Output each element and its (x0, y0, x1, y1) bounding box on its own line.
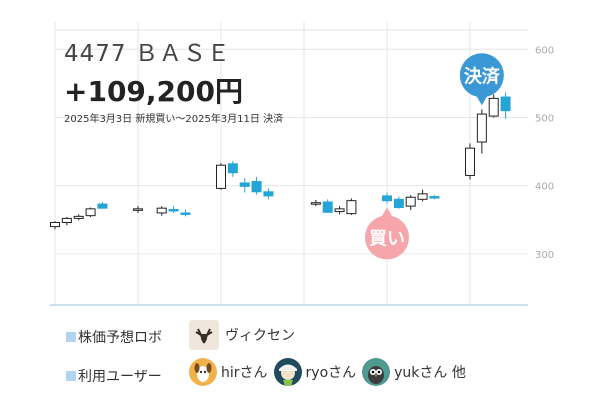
candle-body (50, 221, 60, 228)
candle-body (429, 196, 440, 199)
candle-body (156, 207, 167, 214)
deer-icon (189, 320, 219, 350)
robot-name: ヴィクセン (225, 328, 295, 344)
stock-title: 4477 ＢＡＳＥ (64, 41, 231, 67)
candlestick-chart: 300 400 500 600 02/03 02/10 02/17 02/24 03/03 03/… (41, 22, 554, 310)
robot-entry[interactable]: ヴィクセン (189, 320, 295, 350)
candle-body (346, 200, 357, 215)
candle-body (465, 147, 475, 176)
y-tick-label: 500 (535, 113, 554, 124)
candle-body (61, 217, 72, 223)
candle-body (180, 212, 191, 215)
user-name: hirさん (221, 365, 268, 381)
buy-marker-label: 買い (369, 228, 405, 249)
candle-body (97, 203, 108, 209)
legend-square-icon (66, 332, 76, 342)
user-list: hirさん ryoさん yukさん 他 (189, 358, 472, 386)
candle-body (417, 193, 428, 200)
candle-body (263, 191, 274, 197)
buy-marker-bubble (365, 215, 409, 260)
trade-period: 2025年3月3日 新規買い〜2025年3月11日 決済 (64, 114, 284, 125)
user-ryo[interactable]: ryoさん (273, 358, 357, 386)
y-tick-label: 400 (535, 182, 554, 193)
person-icon (273, 358, 302, 386)
candle-body (405, 196, 416, 207)
y-tick-label: 600 (535, 45, 554, 56)
candle-body (488, 97, 499, 117)
candle-body (85, 208, 96, 217)
candle-body (310, 202, 321, 205)
candle-body (216, 164, 226, 189)
candle-body (334, 208, 345, 213)
robot-legend: 株価予想ロボ (66, 327, 162, 347)
sell-marker-label: 決済 (464, 65, 501, 87)
candle-body (73, 215, 84, 219)
candle-body (500, 96, 511, 112)
sell-marker-bubble (459, 53, 504, 98)
candle-body (393, 198, 404, 208)
owl-icon (362, 358, 391, 386)
user-name: ryoさん (305, 365, 357, 381)
x-tick-label: 02/10 (124, 309, 153, 310)
robot-legend-label: 株価予想ロボ (78, 330, 162, 346)
users-legend: 利用ユーザー (66, 366, 162, 386)
user-hir[interactable]: hirさん (189, 358, 268, 386)
candle-body (251, 181, 262, 193)
x-tick-label: 02/03 (41, 309, 70, 310)
candle-body (133, 208, 143, 211)
candle-body (239, 182, 250, 187)
y-tick-label: 300 (535, 250, 554, 261)
x-tick-label: 03/10 (456, 309, 485, 310)
user-yuk[interactable]: yukさん 他 (362, 358, 466, 386)
candle-body (322, 201, 333, 213)
candle-body (476, 113, 487, 143)
users-legend-label: 利用ユーザー (78, 369, 162, 385)
candle-body (227, 163, 238, 174)
x-tick-label: 02/24 (290, 309, 319, 310)
candle-body (168, 209, 179, 212)
user-name: yukさん 他 (394, 365, 466, 381)
x-tick-label: 03/03 (373, 309, 402, 310)
x-tick-label: 02/17 (207, 309, 236, 310)
candle-body (382, 195, 392, 202)
legend-square-icon (66, 371, 76, 381)
dog-icon (189, 358, 217, 386)
profit-amount: +109,200円 (64, 75, 243, 108)
